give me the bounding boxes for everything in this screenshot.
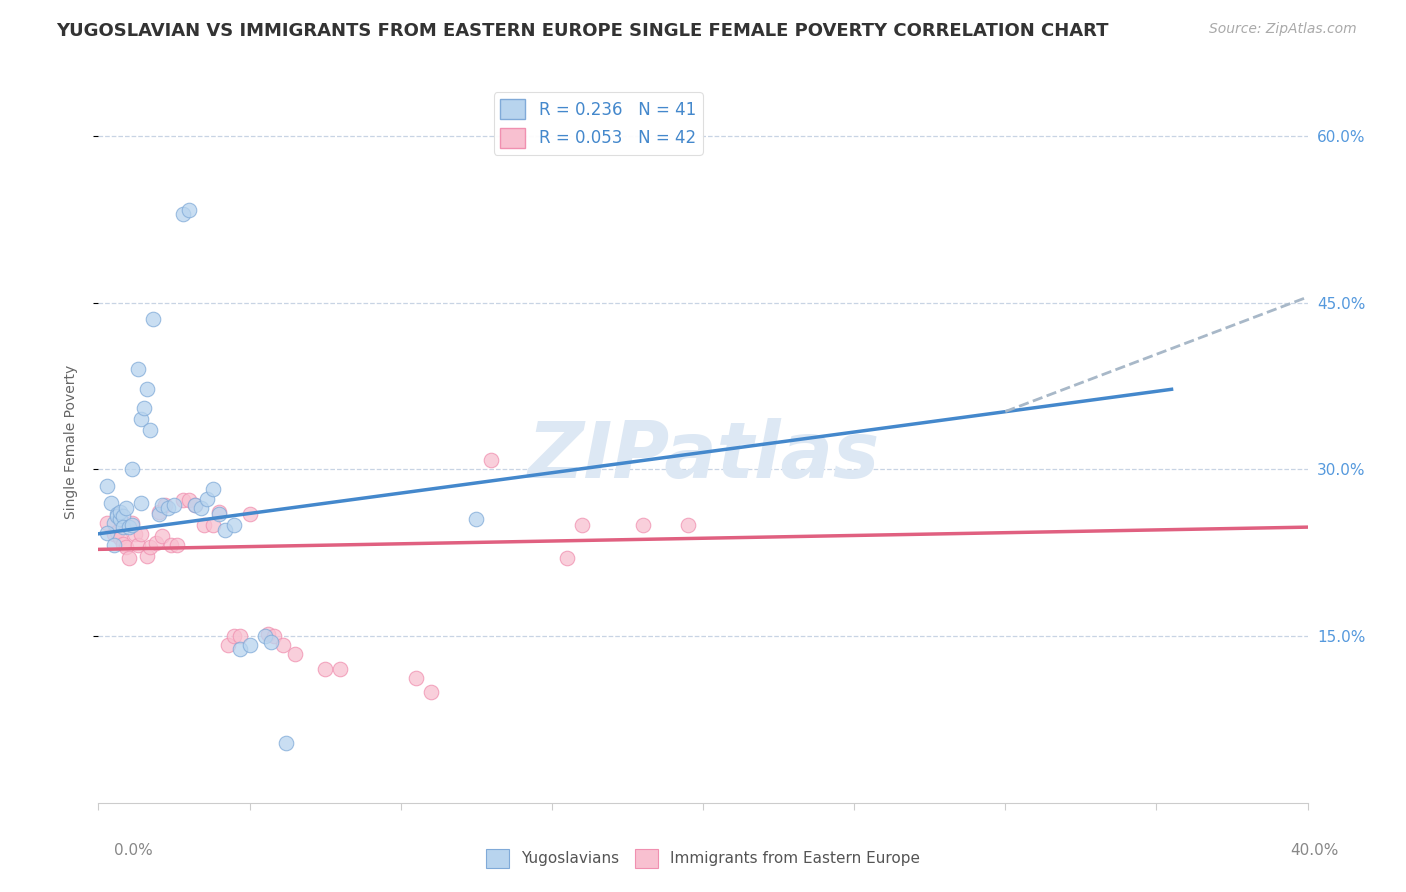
Point xyxy=(121,517,143,532)
Point xyxy=(214,524,236,538)
Point xyxy=(148,507,170,521)
Point xyxy=(135,382,157,396)
Point xyxy=(253,629,276,643)
Point xyxy=(129,496,152,510)
Point xyxy=(229,642,252,657)
Point xyxy=(260,634,283,648)
Point xyxy=(172,207,194,221)
Point xyxy=(96,479,118,493)
Point xyxy=(108,531,131,545)
Point xyxy=(202,483,225,497)
Point xyxy=(314,662,336,676)
Point xyxy=(139,540,162,554)
Point xyxy=(184,498,207,512)
Point xyxy=(163,498,186,512)
Point xyxy=(329,662,352,676)
Text: 0.0%: 0.0% xyxy=(114,843,153,858)
Point xyxy=(193,517,215,532)
Point xyxy=(571,517,593,532)
Point xyxy=(676,517,699,532)
Point xyxy=(202,517,225,532)
Point xyxy=(108,512,131,526)
Legend: R = 0.236   N = 41, R = 0.053   N = 42: R = 0.236 N = 41, R = 0.053 N = 42 xyxy=(494,92,703,154)
Point xyxy=(127,362,149,376)
Point xyxy=(208,507,231,521)
Point xyxy=(105,508,128,523)
Point xyxy=(96,516,118,530)
Point xyxy=(111,508,134,523)
Point xyxy=(184,498,207,512)
Point xyxy=(148,505,170,519)
Point xyxy=(142,312,165,326)
Point xyxy=(103,538,125,552)
Point xyxy=(195,492,218,507)
Point xyxy=(114,501,136,516)
Text: 40.0%: 40.0% xyxy=(1291,843,1339,858)
Point xyxy=(121,516,143,530)
Text: YUGOSLAVIAN VS IMMIGRANTS FROM EASTERN EUROPE SINGLE FEMALE POVERTY CORRELATION : YUGOSLAVIAN VS IMMIGRANTS FROM EASTERN E… xyxy=(56,22,1109,40)
Point xyxy=(153,498,176,512)
Point xyxy=(420,684,443,698)
Point xyxy=(108,505,131,519)
Point xyxy=(124,526,146,541)
Point xyxy=(135,549,157,563)
Point xyxy=(481,453,503,467)
Point xyxy=(274,736,297,750)
Point xyxy=(284,647,307,661)
Point xyxy=(111,520,134,534)
Point xyxy=(179,493,201,508)
Point xyxy=(405,671,427,685)
Point xyxy=(229,629,252,643)
Point xyxy=(121,462,143,476)
Point xyxy=(172,493,194,508)
Text: Source: ZipAtlas.com: Source: ZipAtlas.com xyxy=(1209,22,1357,37)
Point xyxy=(256,627,278,641)
Point xyxy=(132,401,155,416)
Point xyxy=(160,538,183,552)
Text: ZIPatlas: ZIPatlas xyxy=(527,418,879,494)
Point xyxy=(150,498,173,512)
Point xyxy=(129,412,152,426)
Point xyxy=(208,505,231,519)
Point xyxy=(239,638,262,652)
Point xyxy=(179,203,201,218)
Point xyxy=(118,551,141,566)
Point xyxy=(631,517,654,532)
Point xyxy=(263,629,285,643)
Point xyxy=(271,638,294,652)
Point xyxy=(114,540,136,554)
Y-axis label: Single Female Poverty: Single Female Poverty xyxy=(63,365,77,518)
Point xyxy=(190,501,212,516)
Point xyxy=(103,516,125,530)
Point xyxy=(100,496,122,510)
Point xyxy=(96,525,118,540)
Legend: Yugoslavians, Immigrants from Eastern Europe: Yugoslavians, Immigrants from Eastern Eu… xyxy=(479,843,927,873)
Point xyxy=(166,538,188,552)
Point xyxy=(150,529,173,543)
Point xyxy=(105,524,128,539)
Point xyxy=(224,629,246,643)
Point xyxy=(139,424,162,438)
Point xyxy=(127,538,149,552)
Point xyxy=(465,512,488,526)
Point xyxy=(145,535,167,549)
Point xyxy=(103,526,125,541)
Point xyxy=(129,526,152,541)
Point xyxy=(111,537,134,551)
Point xyxy=(224,517,246,532)
Point xyxy=(555,551,578,566)
Point xyxy=(118,520,141,534)
Point xyxy=(105,507,128,521)
Point xyxy=(239,507,262,521)
Point xyxy=(156,501,179,516)
Point xyxy=(217,638,239,652)
